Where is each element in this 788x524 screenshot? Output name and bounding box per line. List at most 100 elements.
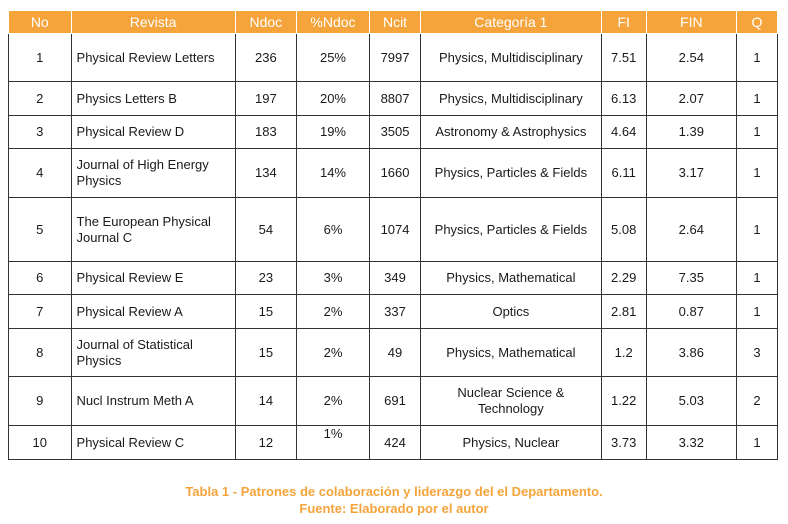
cell-no: 7: [8, 294, 72, 329]
cell-pct-ndoc: 2%: [296, 294, 370, 329]
cell-revista: Physical Review C: [70, 425, 236, 460]
cell-fi: 7.51: [600, 33, 647, 82]
cell-revista: Nucl Instrum Meth A: [70, 376, 236, 426]
cell-ncit: 424: [368, 425, 422, 460]
cell-categoria: Physics, Mathematical: [420, 328, 602, 377]
cell-ndoc: 54: [234, 197, 298, 262]
header-ndoc: Ndoc: [234, 10, 298, 34]
header-fin: FIN: [645, 10, 737, 34]
cell-q: 1: [735, 33, 779, 82]
cell-ncit: 691: [368, 376, 422, 426]
cell-no: 6: [8, 261, 72, 295]
cell-revista: The European Physical Journal C: [70, 197, 236, 262]
cell-ndoc: 23: [234, 261, 298, 295]
cell-fi: 1.2: [600, 328, 647, 377]
cell-revista: Physical Review E: [70, 261, 236, 295]
cell-categoria: Physics, Particles & Fields: [420, 197, 602, 262]
table-row: 8 Journal of Statistical Physics 15 2% 4…: [8, 328, 779, 377]
cell-fin: 1.39: [645, 115, 737, 149]
cell-no: 2: [8, 81, 72, 116]
cell-fi: 2.29: [600, 261, 647, 295]
cell-ndoc: 236: [234, 33, 298, 82]
cell-fi: 5.08: [600, 197, 647, 262]
header-categoria: Categoría 1: [420, 10, 602, 34]
cell-q: 1: [735, 81, 779, 116]
data-table-container: No Revista Ndoc %Ndoc Ncit Categoría 1 F…: [8, 10, 779, 460]
cell-q: 1: [735, 294, 779, 329]
cell-pct-ndoc: 1%: [296, 425, 370, 460]
cell-fin: 2.64: [645, 197, 737, 262]
cell-ndoc: 183: [234, 115, 298, 149]
table-row: 9 Nucl Instrum Meth A 14 2% 691 Nuclear …: [8, 376, 779, 426]
cell-no: 4: [8, 148, 72, 198]
cell-ncit: 1660: [368, 148, 422, 198]
cell-revista: Journal of High Energy Physics: [70, 148, 236, 198]
header-row: No Revista Ndoc %Ndoc Ncit Categoría 1 F…: [8, 10, 779, 34]
cell-categoria: Physics, Nuclear: [420, 425, 602, 460]
table-header: No Revista Ndoc %Ndoc Ncit Categoría 1 F…: [8, 10, 779, 34]
cell-categoria: Nuclear Science & Technology: [420, 376, 602, 426]
cell-pct-ndoc: 25%: [296, 33, 370, 82]
cell-ndoc: 12: [234, 425, 298, 460]
cell-no: 1: [8, 33, 72, 82]
journals-table: No Revista Ndoc %Ndoc Ncit Categoría 1 F…: [8, 10, 779, 460]
header-fi: FI: [600, 10, 647, 34]
cell-fin: 3.86: [645, 328, 737, 377]
header-no: No: [8, 10, 72, 34]
cell-q: 3: [735, 328, 779, 377]
caption-title: Tabla 1 - Patrones de colaboración y lid…: [185, 484, 603, 499]
cell-ncit: 3505: [368, 115, 422, 149]
cell-categoria: Physics, Particles & Fields: [420, 148, 602, 198]
cell-fin: 0.87: [645, 294, 737, 329]
cell-fi: 2.81: [600, 294, 647, 329]
cell-q: 1: [735, 425, 779, 460]
cell-categoria: Optics: [420, 294, 602, 329]
cell-ndoc: 197: [234, 81, 298, 116]
cell-no: 3: [8, 115, 72, 149]
cell-revista: Physics Letters B: [70, 81, 236, 116]
cell-pct-ndoc: 20%: [296, 81, 370, 116]
cell-no: 10: [8, 425, 72, 460]
header-ncit: Ncit: [368, 10, 422, 34]
cell-categoria: Physics, Mathematical: [420, 261, 602, 295]
table-row: 1 Physical Review Letters 236 25% 7997 P…: [8, 33, 779, 82]
cell-ndoc: 14: [234, 376, 298, 426]
cell-fi: 1.22: [600, 376, 647, 426]
cell-pct-ndoc: 6%: [296, 197, 370, 262]
cell-fin: 7.35: [645, 261, 737, 295]
cell-revista: Physical Review Letters: [70, 33, 236, 82]
cell-fi: 4.64: [600, 115, 647, 149]
table-row: 6 Physical Review E 23 3% 349 Physics, M…: [8, 261, 779, 295]
cell-q: 1: [735, 148, 779, 198]
cell-fi: 3.73: [600, 425, 647, 460]
cell-revista: Journal of Statistical Physics: [70, 328, 236, 377]
cell-ncit: 349: [368, 261, 422, 295]
cell-q: 1: [735, 261, 779, 295]
cell-categoria: Physics, Multidisciplinary: [420, 33, 602, 82]
cell-pct-ndoc: 19%: [296, 115, 370, 149]
cell-categoria: Physics, Multidisciplinary: [420, 81, 602, 116]
cell-pct-ndoc: 2%: [296, 376, 370, 426]
cell-fin: 3.17: [645, 148, 737, 198]
header-q: Q: [735, 10, 779, 34]
cell-revista: Physical Review A: [70, 294, 236, 329]
cell-ndoc: 15: [234, 294, 298, 329]
cell-fi: 6.11: [600, 148, 647, 198]
cell-no: 8: [8, 328, 72, 377]
header-pct-ndoc: %Ndoc: [296, 10, 370, 34]
cell-ncit: 337: [368, 294, 422, 329]
table-body: 1 Physical Review Letters 236 25% 7997 P…: [8, 33, 779, 460]
cell-fin: 2.07: [645, 81, 737, 116]
cell-categoria: Astronomy & Astrophysics: [420, 115, 602, 149]
table-caption: Tabla 1 - Patrones de colaboración y lid…: [0, 483, 788, 517]
cell-fin: 5.03: [645, 376, 737, 426]
cell-ncit: 49: [368, 328, 422, 377]
cell-ndoc: 15: [234, 328, 298, 377]
cell-q: 2: [735, 376, 779, 426]
cell-fin: 2.54: [645, 33, 737, 82]
cell-revista: Physical Review D: [70, 115, 236, 149]
cell-ncit: 1074: [368, 197, 422, 262]
cell-q: 1: [735, 115, 779, 149]
cell-fi: 6.13: [600, 81, 647, 116]
cell-no: 9: [8, 376, 72, 426]
